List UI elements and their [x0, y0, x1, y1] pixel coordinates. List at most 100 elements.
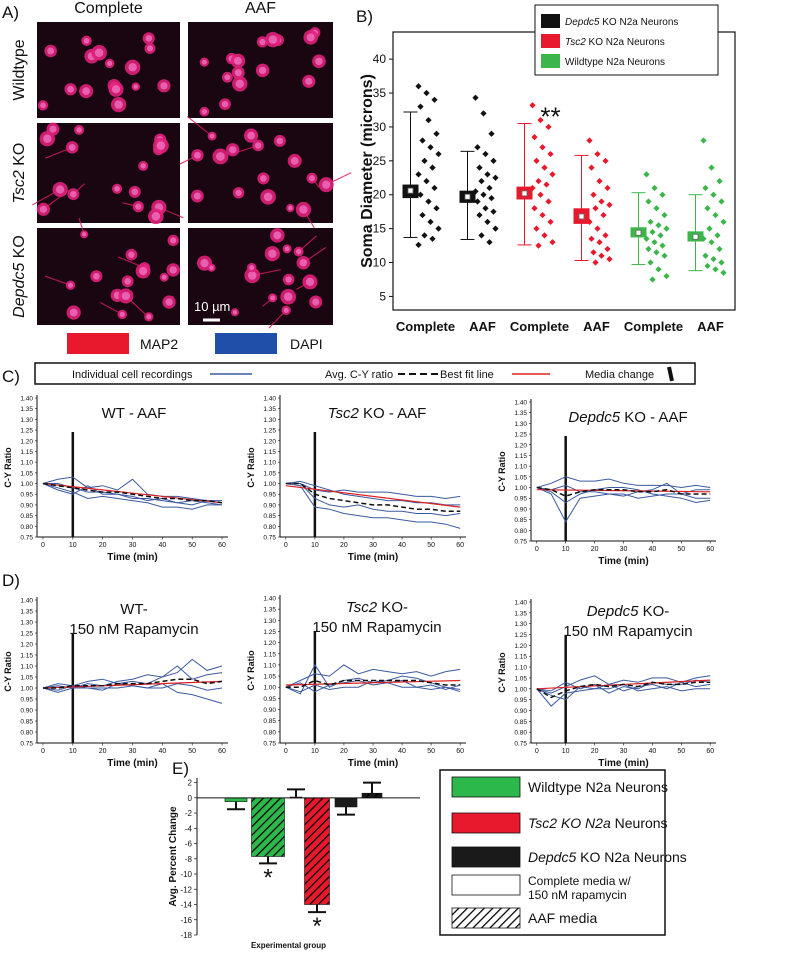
- data-point: [649, 228, 656, 236]
- x-tick-label: Complete: [624, 319, 683, 334]
- nucleus: [107, 60, 113, 67]
- nucleus: [247, 271, 257, 280]
- nucleus: [235, 189, 242, 196]
- nucleus: [249, 264, 255, 271]
- y-tick-label: 0.80: [20, 524, 33, 531]
- y-tick-label: 40: [373, 52, 387, 66]
- text-run: KO: [11, 235, 28, 263]
- x-tick-label: 10: [69, 748, 77, 755]
- data-point: [427, 144, 434, 151]
- legend-box: [534, 4, 719, 76]
- x-tick-label: 60: [706, 748, 714, 755]
- y-tick-label: 1.40: [20, 598, 33, 605]
- nucleus: [234, 56, 242, 65]
- y-tick-label: 1.15: [20, 653, 33, 660]
- data-point: [598, 198, 605, 205]
- y-tick-label: 1.05: [514, 675, 527, 682]
- nucleus: [121, 291, 131, 301]
- legend-label: Individual cell recordings: [72, 369, 193, 381]
- nucleus: [160, 82, 168, 90]
- x-tick-label: 0: [284, 542, 288, 549]
- data-point: [702, 184, 709, 192]
- data-point: [543, 181, 550, 188]
- data-point: [480, 191, 487, 198]
- data-point: [535, 242, 542, 249]
- chart-title: Depdc5 KO-: [587, 603, 670, 620]
- trace: [285, 679, 461, 693]
- legend-swatch: [541, 14, 560, 28]
- y-tick-label: 30: [373, 120, 387, 134]
- x-tick-label: AAF: [583, 319, 610, 334]
- x-axis-label: Time (min): [598, 758, 648, 769]
- y-tick-label: 1.00: [514, 686, 527, 693]
- nucleus: [312, 298, 320, 306]
- x-tick-label: 40: [398, 542, 406, 549]
- legend-box: [34, 362, 696, 385]
- y-tick-label: 0.75: [514, 741, 527, 748]
- data-point: [651, 184, 658, 192]
- mean-marker: [521, 190, 528, 197]
- column-label: AAF: [245, 0, 276, 17]
- column-label: Complete: [74, 0, 143, 17]
- cells: [199, 27, 326, 117]
- x-axis-label: Time (min): [107, 758, 157, 769]
- cells: [37, 32, 171, 113]
- text-run: KO: [11, 143, 28, 171]
- y-tick-label: -6: [185, 840, 193, 849]
- legend-swatch: [451, 907, 521, 929]
- y-tick-label: 1.40: [263, 596, 276, 603]
- y-tick-label: 1.25: [263, 629, 276, 636]
- mean-marker: [692, 233, 699, 240]
- chart-title: Tsc2 KO-: [346, 599, 408, 616]
- chart-title: WT - AAF: [102, 405, 167, 422]
- data-point: [482, 150, 489, 158]
- data-point: [472, 94, 479, 101]
- nucleus: [67, 282, 74, 288]
- y-tick-label: 1.05: [20, 470, 33, 477]
- x-tick-label: 40: [158, 748, 166, 755]
- fit-line: [42, 680, 223, 689]
- y-tick-label: 10: [373, 256, 387, 270]
- text-run: Tsc2: [11, 170, 28, 203]
- y-tick-label: 1.10: [263, 460, 276, 467]
- nucleus: [83, 37, 90, 44]
- x-tick-label: 50: [677, 748, 685, 755]
- nucleus: [68, 143, 76, 151]
- y-tick-label: 1.00: [263, 685, 276, 692]
- trace: [42, 483, 222, 510]
- trace: [536, 487, 711, 504]
- data-point: [476, 211, 483, 219]
- trace: [285, 483, 461, 529]
- nucleus: [119, 311, 125, 318]
- y-tick-label: 35: [373, 86, 387, 100]
- panel-label: E): [172, 759, 189, 778]
- data-point: [606, 201, 613, 209]
- data-point: [602, 157, 609, 164]
- data-point: [590, 191, 597, 198]
- data-point: [535, 178, 542, 185]
- data-point: [653, 249, 660, 256]
- legend-swatch: [451, 812, 521, 834]
- data-point: [435, 225, 442, 232]
- x-tick-label: 0: [41, 542, 45, 549]
- text-run: KO N2a Neurons: [576, 849, 687, 865]
- data-point: [478, 232, 485, 239]
- data-point: [549, 171, 556, 178]
- y-tick-label: -10: [180, 870, 192, 879]
- y-tick-label: -16: [180, 916, 192, 925]
- data-point: [716, 178, 723, 185]
- nucleus: [306, 33, 315, 42]
- y-tick-label: 1.15: [263, 651, 276, 658]
- data-point: [716, 245, 723, 253]
- y-tick-label: 1.40: [20, 396, 33, 403]
- bar: [334, 797, 358, 808]
- y-tick-label: 0.85: [20, 513, 33, 520]
- nucleus: [283, 307, 289, 313]
- x-tick-label: 10: [562, 546, 570, 553]
- data-point: [661, 252, 668, 259]
- y-tick-label: 0.90: [263, 502, 276, 509]
- average-line: [43, 678, 223, 689]
- y-tick-label: -14: [180, 901, 192, 910]
- nucleus: [201, 59, 207, 65]
- y-axis-label: C-Y Ratio: [246, 650, 256, 691]
